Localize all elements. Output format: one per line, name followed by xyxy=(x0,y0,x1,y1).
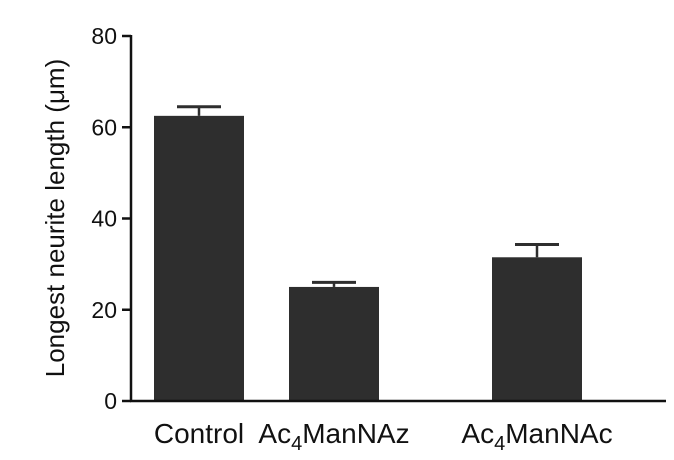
y-axis: 0 20 40 60 80 xyxy=(91,23,133,414)
y-tick-label: 60 xyxy=(91,114,117,140)
x-category-label: Control xyxy=(154,418,244,449)
category-labels: Control Ac4ManNAz Ac4ManNAc xyxy=(154,418,613,455)
y-axis-title: Longest neurite length (μm) xyxy=(40,59,70,378)
bar-ac4mannaz xyxy=(289,286,379,401)
bar-control xyxy=(154,115,244,401)
y-tick-label: 80 xyxy=(91,23,117,49)
x-category-label: Ac4ManNAc xyxy=(461,418,612,455)
bars xyxy=(154,115,582,401)
y-axis-title-group: Longest neurite length (μm) xyxy=(40,59,70,378)
y-tick-label: 40 xyxy=(91,206,117,232)
y-tick-label: 0 xyxy=(104,388,117,414)
error-bars xyxy=(177,105,559,287)
x-category-label: Ac4ManNAz xyxy=(258,418,409,455)
y-tick-label: 20 xyxy=(91,297,117,323)
bar-ac4mannac xyxy=(492,257,582,401)
